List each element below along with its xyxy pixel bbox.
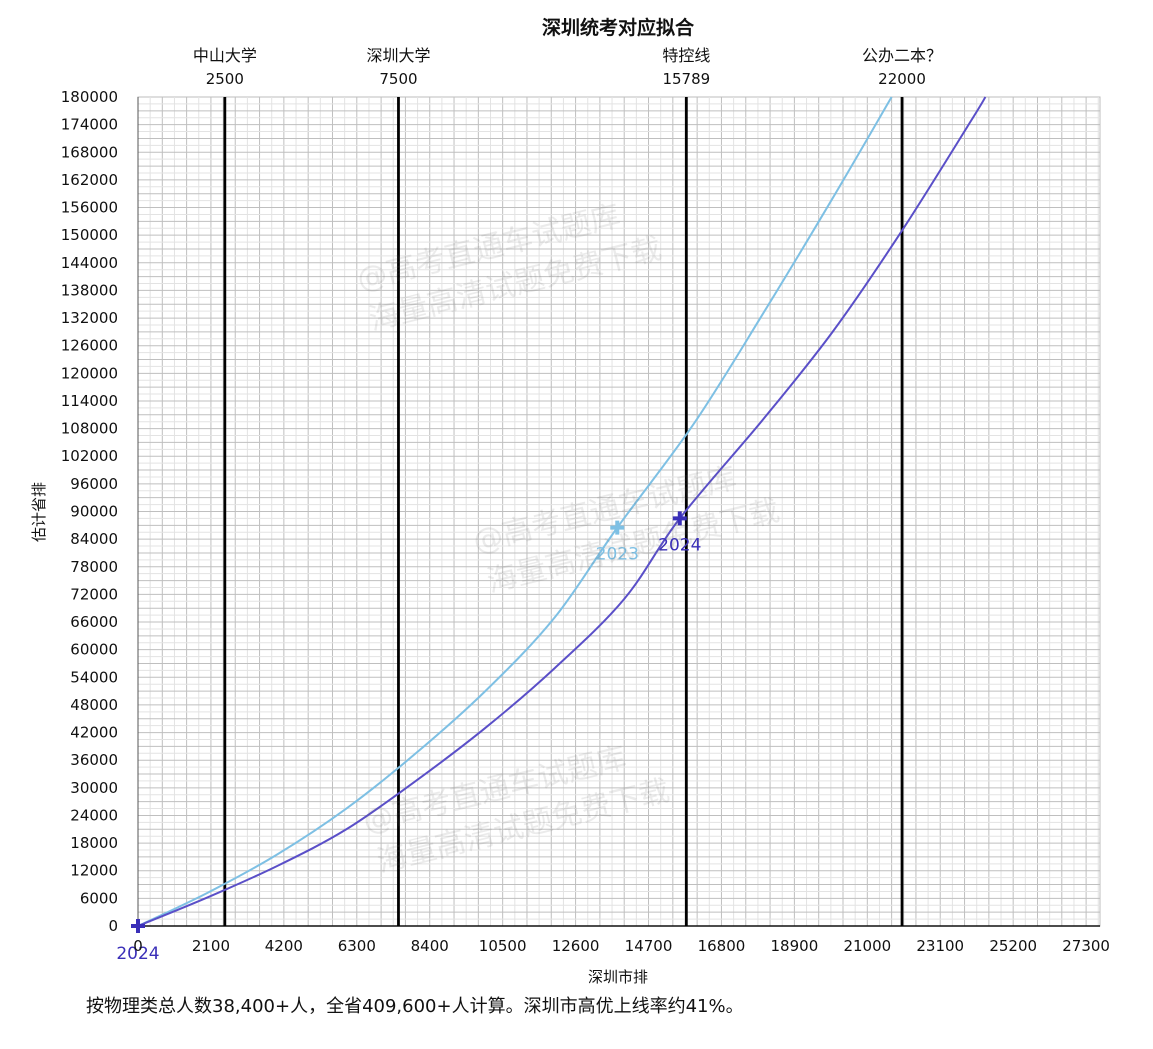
y-tick-label: 180000 [61, 88, 118, 106]
y-tick-label: 0 [108, 917, 118, 935]
y-tick-label: 126000 [61, 337, 118, 355]
grid [137, 96, 1101, 927]
x-tick-label: 10500 [479, 937, 527, 955]
highlight-points: 2023 2024 2024 [116, 511, 701, 964]
y-tick-label: 54000 [70, 668, 118, 686]
x-axis-label: 深圳市排 [588, 968, 648, 985]
y-tick-label: 48000 [70, 696, 118, 714]
y-tick-label: 78000 [70, 558, 118, 576]
y-tick-label: 138000 [61, 281, 118, 299]
x-tick-label: 25200 [989, 937, 1037, 955]
y-tick-label: 84000 [70, 530, 118, 548]
x-tick-labels: 0 2100 4200 6300 8400 10500 12600 14700 16800 189… [133, 937, 1110, 955]
y-tick-label: 102000 [61, 447, 118, 465]
x-tick-label: 8400 [411, 937, 449, 955]
point-label: 2024 [116, 944, 159, 964]
y-tick-label: 30000 [70, 779, 118, 797]
y-tick-label: 120000 [61, 364, 118, 382]
y-tick-label: 156000 [61, 199, 118, 217]
y-tick-label: 24000 [70, 806, 118, 824]
x-tick-label: 27300 [1062, 937, 1110, 955]
y-tick-label: 66000 [70, 613, 118, 631]
x-tick-label: 0 [133, 937, 143, 955]
y-tick-label: 6000 [80, 889, 118, 907]
point-marker [672, 511, 687, 526]
reference-line-value: 7500 [379, 70, 417, 88]
y-tick-label: 108000 [61, 420, 118, 438]
y-tick-labels: 0 6000 12000 18000 24000 30000 36000 42000 48000… [61, 88, 118, 935]
reference-line-value: 15789 [662, 70, 710, 88]
y-tick-label: 114000 [61, 392, 118, 410]
y-tick-label: 12000 [70, 862, 118, 880]
y-axis-label: 估计省排 [30, 482, 48, 542]
chart-title: 深圳统考对应拟合 [542, 16, 695, 39]
x-tick-label: 4200 [265, 937, 303, 955]
reference-line-label: 特控线 [662, 46, 710, 65]
y-tick-label: 36000 [70, 751, 118, 769]
y-tick-label: 90000 [70, 503, 118, 521]
reference-line-label: 深圳大学 [366, 46, 430, 65]
x-tick-label: 6300 [338, 937, 376, 955]
series-line [137, 96, 987, 927]
series-group [137, 96, 987, 927]
y-tick-label: 72000 [70, 585, 118, 603]
y-tick-label: 60000 [70, 641, 118, 659]
point-marker [610, 520, 625, 535]
chart: 深圳统考对应拟合 中山大学 2500 深圳大学 7500 特控线 15789 公办二本？ 22… [30, 16, 1110, 985]
reference-line-label: 中山大学 [193, 46, 257, 65]
series-line [137, 96, 893, 927]
point-label: 2024 [658, 535, 701, 555]
y-tick-label: 96000 [70, 475, 118, 493]
axes [137, 97, 1100, 927]
y-tick-label: 132000 [61, 309, 118, 327]
point-label: 2023 [596, 545, 639, 565]
reference-line-label: 公办二本？ [862, 46, 942, 65]
y-tick-label: 174000 [61, 116, 118, 134]
x-tick-label: 21000 [843, 937, 891, 955]
x-tick-label: 18900 [771, 937, 819, 955]
y-tick-label: 162000 [61, 171, 118, 189]
x-tick-label: 12600 [552, 937, 600, 955]
reference-line-value: 22000 [878, 70, 926, 88]
x-tick-label: 23100 [916, 937, 964, 955]
y-tick-label: 42000 [70, 724, 118, 742]
point-marker [131, 919, 145, 933]
y-tick-label: 168000 [61, 143, 118, 161]
y-tick-label: 18000 [70, 834, 118, 852]
x-tick-label: 16800 [698, 937, 746, 955]
y-tick-label: 144000 [61, 254, 118, 272]
y-tick-label: 150000 [61, 226, 118, 244]
x-tick-label: 14700 [625, 937, 673, 955]
caption-text: 按物理类总人数38,400+人，全省409,600+人计算。深圳市高优上线率约4… [86, 996, 744, 1017]
reference-line-value: 2500 [206, 70, 244, 88]
x-tick-label: 2100 [192, 937, 230, 955]
